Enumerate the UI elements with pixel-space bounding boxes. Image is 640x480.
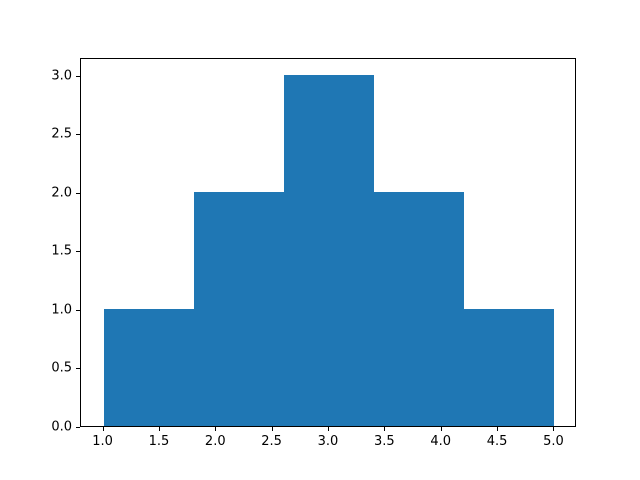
histogram-bars-layer — [81, 59, 575, 426]
y-tick-label: 3.0 — [51, 68, 72, 84]
x-tick-label: 1.0 — [92, 434, 113, 449]
y-tick-label: 0.5 — [51, 360, 72, 376]
x-tick-label: 3.5 — [374, 434, 395, 449]
y-tick-mark — [76, 368, 80, 370]
x-tick-mark — [271, 427, 273, 431]
y-tick-label: 2.0 — [51, 185, 72, 201]
histogram-bar — [374, 191, 465, 426]
x-tick-label: 3.0 — [317, 434, 339, 449]
y-tick-mark — [76, 134, 80, 136]
x-tick-mark — [553, 427, 555, 431]
y-tick-label: 0.0 — [51, 419, 72, 435]
x-tick-mark — [440, 427, 442, 431]
x-tick-mark — [215, 427, 217, 431]
x-tick-label: 4.5 — [486, 434, 508, 449]
x-tick-mark — [328, 427, 329, 431]
x-tick-label: 2.0 — [204, 434, 226, 449]
x-tick-mark — [158, 427, 160, 431]
x-tick-label: 5.0 — [543, 434, 564, 449]
x-tick-label: 2.5 — [261, 434, 282, 449]
x-tick-label: 1.5 — [148, 434, 170, 449]
x-tick-label: 4.0 — [430, 434, 452, 449]
y-tick-mark — [76, 192, 80, 194]
y-tick-mark — [76, 427, 80, 428]
histogram-bar — [283, 74, 375, 426]
x-tick-mark — [102, 427, 104, 431]
y-tick-mark — [76, 309, 80, 311]
y-tick-label: 1.5 — [51, 243, 72, 259]
y-tick-mark — [76, 251, 80, 253]
plot-area — [80, 58, 576, 427]
y-tick-label: 1.0 — [51, 302, 72, 318]
histogram-bar — [193, 191, 284, 426]
y-tick-label: 2.5 — [51, 126, 72, 142]
y-tick-mark — [76, 75, 80, 77]
x-tick-mark — [384, 427, 386, 431]
histogram-bar — [103, 308, 194, 426]
histogram-bar — [464, 308, 555, 426]
x-tick-mark — [497, 427, 499, 431]
